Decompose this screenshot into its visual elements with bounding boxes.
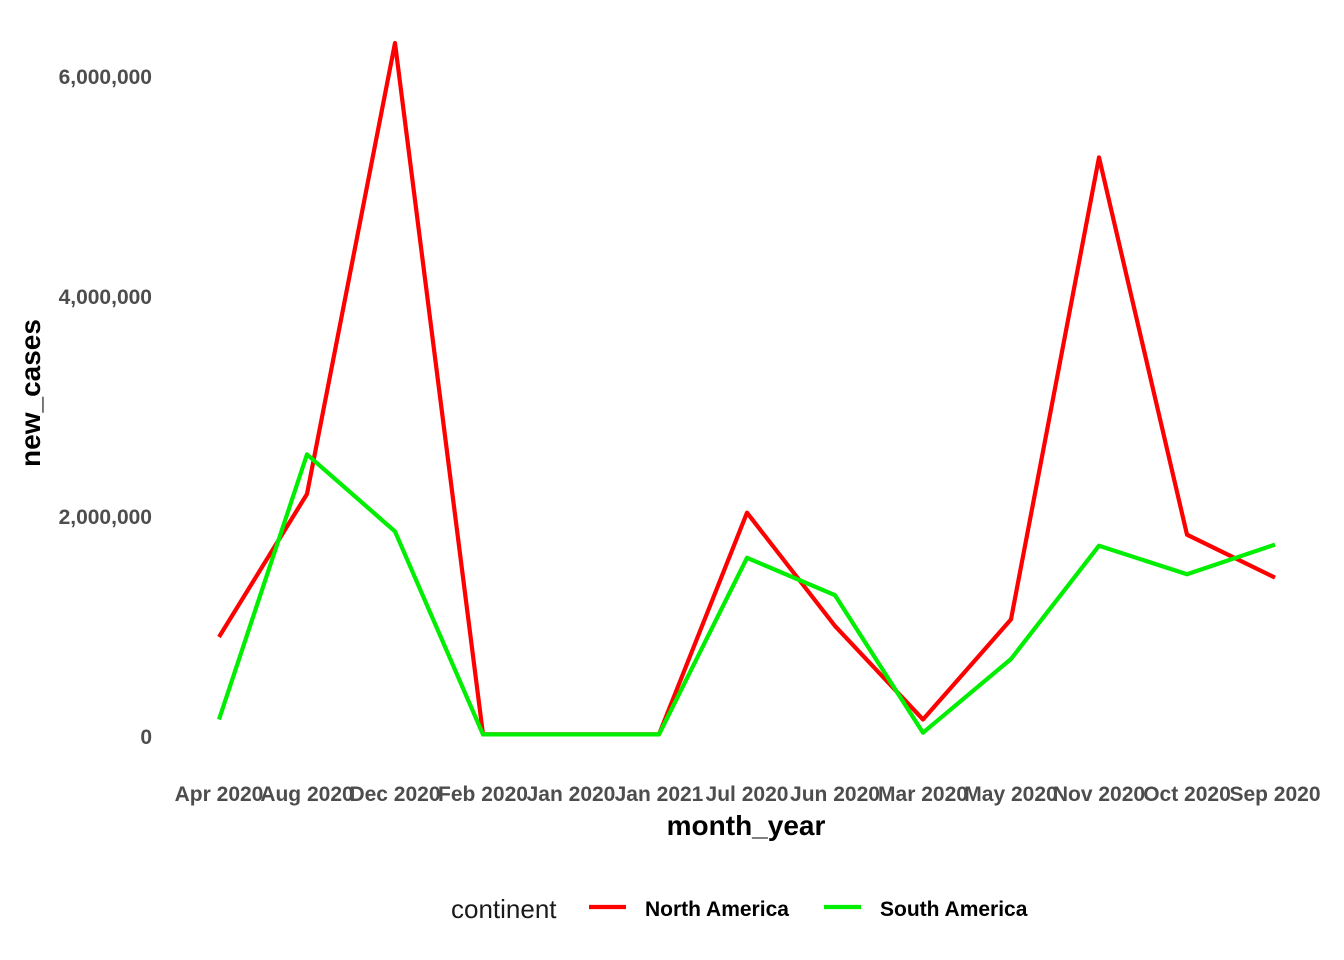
legend-label: North America — [645, 898, 789, 921]
x-tick-label: May 2020 — [964, 783, 1057, 806]
series-lines — [217, 40, 1276, 737]
y-tick-label: 4,000,000 — [59, 286, 152, 309]
y-tick-label: 0 — [140, 726, 152, 749]
x-tick-label: Apr 2020 — [175, 783, 264, 806]
x-tick-label: Mar 2020 — [878, 783, 968, 806]
x-tick-label: Nov 2020 — [1053, 783, 1145, 806]
x-tick-label: Feb 2020 — [438, 783, 528, 806]
y-axis-title: new_cases — [15, 319, 46, 467]
y-tick-label: 6,000,000 — [59, 66, 152, 89]
x-tick-label: Dec 2020 — [349, 783, 440, 806]
x-tick-label: Sep 2020 — [1229, 783, 1320, 806]
x-tick-label: Jul 2020 — [706, 783, 789, 806]
legend-label: South America — [880, 898, 1028, 921]
series-line-south-america — [217, 452, 1276, 737]
x-tick-label: Jan 2020 — [527, 783, 616, 806]
y-tick-label: 2,000,000 — [59, 506, 152, 529]
series-line-north-america — [217, 40, 1276, 737]
legend: continent North America South America — [451, 894, 1028, 924]
legend-title: continent — [451, 894, 557, 924]
legend-items: North America South America — [589, 898, 1028, 921]
y-axis-ticks: 0 2,000,000 4,000,000 6,000,000 — [59, 66, 152, 749]
x-tick-label: Oct 2020 — [1143, 783, 1231, 806]
x-tick-label: Jun 2020 — [790, 783, 880, 806]
x-tick-label: Aug 2020 — [260, 783, 353, 806]
x-axis-title: month_year — [667, 810, 826, 841]
x-tick-label: Jan 2021 — [615, 783, 704, 806]
